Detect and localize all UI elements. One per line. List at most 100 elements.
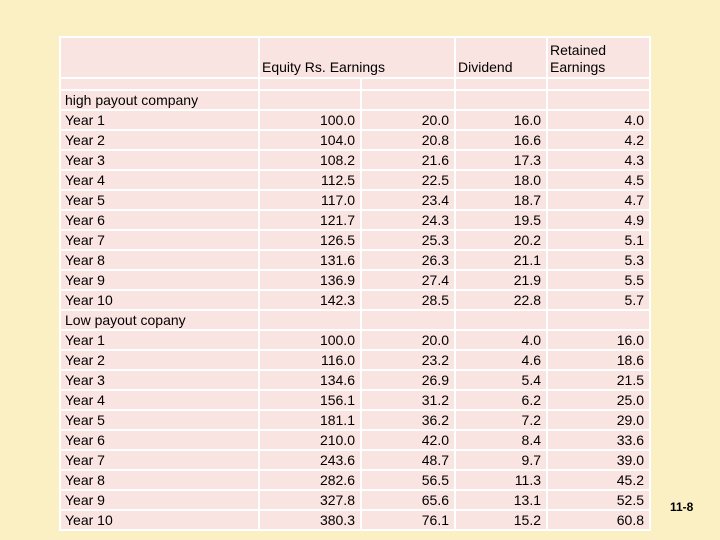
equity-value: 100.0: [258, 329, 362, 351]
empty-cell: [258, 89, 362, 111]
equity-value: 112.5: [258, 169, 362, 191]
equity-value: 181.1: [258, 409, 362, 431]
year-label: Year 2: [59, 349, 260, 371]
retained-value: 33.6: [546, 429, 652, 451]
retained-value: 5.3: [546, 249, 652, 271]
table-row: Year 9 136.9 27.4 21.9 5.5: [59, 269, 652, 291]
empty-cell: [258, 77, 362, 91]
earnings-value: 20.0: [359, 109, 457, 131]
dividend-value: 19.5: [454, 209, 549, 231]
empty-cell: [546, 309, 652, 331]
year-label: Year 6: [59, 209, 260, 231]
table-row: Year 2 116.0 23.2 4.6 18.6: [59, 349, 652, 371]
section-label: high payout company: [59, 89, 260, 111]
equity-value: 282.6: [258, 469, 362, 491]
dividend-value: 15.2: [454, 509, 549, 531]
earnings-value: 23.4: [359, 189, 457, 211]
retained-value: 39.0: [546, 449, 652, 471]
empty-cell: [59, 77, 260, 91]
empty-cell: [258, 309, 362, 331]
earnings-value: 48.7: [359, 449, 457, 471]
empty-cell: [359, 77, 457, 91]
header-row-label: [59, 36, 260, 79]
retained-value: 25.0: [546, 389, 652, 411]
equity-value: 126.5: [258, 229, 362, 251]
retained-value: 60.8: [546, 509, 652, 531]
year-label: Year 3: [59, 149, 260, 171]
section-label-row: Low payout copany: [59, 309, 652, 331]
retained-value: 4.2: [546, 129, 652, 151]
year-label: Year 7: [59, 449, 260, 471]
equity-value: 116.0: [258, 349, 362, 371]
dividend-value: 8.4: [454, 429, 549, 451]
table-row: Year 7 126.5 25.3 20.2 5.1: [59, 229, 652, 251]
earnings-value: 42.0: [359, 429, 457, 451]
retained-value: 45.2: [546, 469, 652, 491]
table-body: Equity Rs. Earnings Dividend Retained Ea…: [59, 36, 652, 531]
header-dividend: Dividend: [454, 36, 549, 79]
dividend-value: 16.0: [454, 109, 549, 131]
retained-value: 4.0: [546, 109, 652, 131]
year-label: Year 9: [59, 489, 260, 511]
year-label: Year 6: [59, 429, 260, 451]
table-row: Year 1 100.0 20.0 4.0 16.0: [59, 329, 652, 351]
year-label: Year 1: [59, 109, 260, 131]
earnings-value: 21.6: [359, 149, 457, 171]
table-row: Year 6 121.7 24.3 19.5 4.9: [59, 209, 652, 231]
dividend-value: 4.6: [454, 349, 549, 371]
retained-value: 18.6: [546, 349, 652, 371]
year-label: Year 2: [59, 129, 260, 151]
equity-value: 100.0: [258, 109, 362, 131]
earnings-value: 25.3: [359, 229, 457, 251]
equity-value: 117.0: [258, 189, 362, 211]
spacer-row: [59, 77, 652, 91]
earnings-value: 22.5: [359, 169, 457, 191]
year-label: Year 8: [59, 249, 260, 271]
earnings-value: 26.3: [359, 249, 457, 271]
section-label-row: high payout company: [59, 89, 652, 111]
equity-value: 210.0: [258, 429, 362, 451]
retained-value: 52.5: [546, 489, 652, 511]
dividend-value: 17.3: [454, 149, 549, 171]
empty-cell: [546, 77, 652, 91]
table-row: Year 4 156.1 31.2 6.2 25.0: [59, 389, 652, 411]
retained-value: 4.5: [546, 169, 652, 191]
equity-value: 142.3: [258, 289, 362, 311]
table-row: Year 1 100.0 20.0 16.0 4.0: [59, 109, 652, 131]
equity-value: 136.9: [258, 269, 362, 291]
empty-cell: [454, 77, 549, 91]
dividend-value: 9.7: [454, 449, 549, 471]
dividend-value: 13.1: [454, 489, 549, 511]
dividend-value: 22.8: [454, 289, 549, 311]
earnings-value: 36.2: [359, 409, 457, 431]
year-label: Year 5: [59, 409, 260, 431]
equity-value: 156.1: [258, 389, 362, 411]
retained-value: 5.5: [546, 269, 652, 291]
equity-value: 327.8: [258, 489, 362, 511]
year-label: Year 10: [59, 509, 260, 531]
earnings-value: 26.9: [359, 369, 457, 391]
table-header-row: Equity Rs. Earnings Dividend Retained Ea…: [59, 36, 652, 79]
header-equity-earnings: Equity Rs. Earnings: [257, 36, 457, 79]
table-row: Year 3 108.2 21.6 17.3 4.3: [59, 149, 652, 171]
empty-cell: [454, 309, 549, 331]
table-row: Year 7 243.6 48.7 9.7 39.0: [59, 449, 652, 471]
retained-value: 16.0: [546, 329, 652, 351]
dividend-value: 18.7: [454, 189, 549, 211]
earnings-value: 56.5: [359, 469, 457, 491]
payout-comparison-table: Equity Rs. Earnings Dividend Retained Ea…: [59, 36, 652, 531]
earnings-value: 20.0: [359, 329, 457, 351]
empty-cell: [359, 89, 457, 111]
dividend-value: 4.0: [454, 329, 549, 351]
retained-value: 21.5: [546, 369, 652, 391]
dividend-value: 6.2: [454, 389, 549, 411]
earnings-value: 23.2: [359, 349, 457, 371]
equity-value: 108.2: [258, 149, 362, 171]
year-label: Year 9: [59, 269, 260, 291]
equity-value: 380.3: [258, 509, 362, 531]
table-row: Year 8 282.6 56.5 11.3 45.2: [59, 469, 652, 491]
retained-value: 4.7: [546, 189, 652, 211]
year-label: Year 3: [59, 369, 260, 391]
table-row: Year 4 112.5 22.5 18.0 4.5: [59, 169, 652, 191]
earnings-value: 28.5: [359, 289, 457, 311]
